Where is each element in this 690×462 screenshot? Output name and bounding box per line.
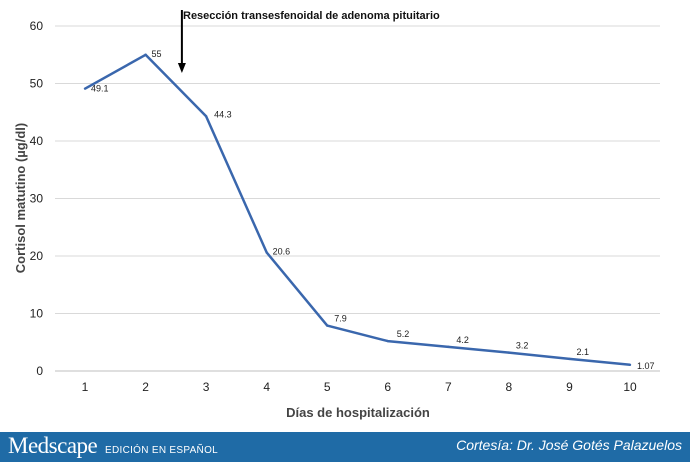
data-point	[628, 363, 632, 367]
data-point	[204, 115, 208, 118]
data-point	[507, 351, 511, 354]
y-axis-ticks: 0 10 20 30 40 50 60	[30, 19, 44, 378]
footer-bar: Medscape EDICIÓN EN ESPAÑOL Cortesía: Dr…	[0, 432, 690, 462]
data-label: 5.2	[397, 329, 410, 339]
annotation-text: Resección transesfenoidal de adenoma pit…	[183, 10, 440, 22]
gridlines	[55, 25, 660, 372]
y-tick-label: 10	[30, 307, 44, 321]
x-axis-ticks: 1 2 3 4 5 6 7 8 9 10	[82, 380, 637, 394]
medscape-logo[interactable]: Medscape	[8, 433, 98, 458]
x-tick-label: 7	[445, 380, 452, 394]
credit-text: Cortesía: Dr. José Gotés Palazuelos	[456, 437, 682, 453]
data-point	[568, 357, 571, 361]
y-tick-label: 0	[36, 364, 43, 378]
data-label: 7.9	[334, 314, 347, 324]
data-point	[144, 53, 147, 56]
x-tick-label: 3	[203, 380, 210, 394]
y-tick-label: 60	[30, 19, 44, 33]
data-label: 49.1	[91, 84, 109, 94]
x-tick-label: 1	[82, 380, 89, 394]
y-tick-label: 20	[30, 249, 44, 263]
data-point	[447, 345, 450, 349]
data-label: 20.6	[273, 247, 291, 257]
data-label: 55	[152, 49, 162, 59]
x-tick-label: 6	[384, 380, 391, 394]
cortisol-line-chart: 0 10 20 30 40 50 60 1 2 3 4 5 6 7 8 9 10 49.1 55 44.3 20.6…	[13, 10, 660, 420]
series-layer	[83, 53, 632, 367]
data-label: 1.07	[637, 361, 655, 371]
chart-area: 0 10 20 30 40 50 60 1 2 3 4 5 6 7 8 9 10 49.1 55 44.3 20.6…	[13, 10, 660, 420]
series-line	[84, 53, 631, 367]
x-tick-label: 2	[142, 380, 149, 394]
y-tick-label: 30	[30, 192, 44, 206]
data-label: 44.3	[214, 109, 232, 119]
annotation: Resección transesfenoidal de adenoma pit…	[177, 10, 440, 73]
data-labels: 49.1 55 44.3 20.6 7.9 5.2 4.2 3.2 2.1 1.07	[91, 49, 655, 371]
x-tick-label: 8	[506, 380, 513, 394]
y-axis-title: Cortisol matutino (µg/dl)	[13, 123, 28, 273]
data-point	[83, 87, 87, 90]
data-point	[326, 324, 329, 327]
x-tick-label: 5	[324, 380, 331, 394]
edition-label: EDICIÓN EN ESPAÑOL	[105, 445, 219, 456]
x-axis-title: Días de hospitalización	[286, 405, 430, 420]
x-tick-label: 4	[263, 380, 270, 394]
data-label: 4.2	[456, 335, 469, 345]
data-label: 2.1	[576, 347, 589, 357]
data-label: 3.2	[516, 341, 529, 351]
arrowhead-icon	[177, 63, 186, 73]
x-tick-label: 9	[566, 380, 573, 394]
x-tick-label: 10	[623, 380, 637, 394]
data-point	[265, 251, 268, 254]
y-tick-label: 40	[30, 134, 44, 148]
y-tick-label: 50	[30, 77, 44, 91]
data-point	[386, 339, 389, 343]
